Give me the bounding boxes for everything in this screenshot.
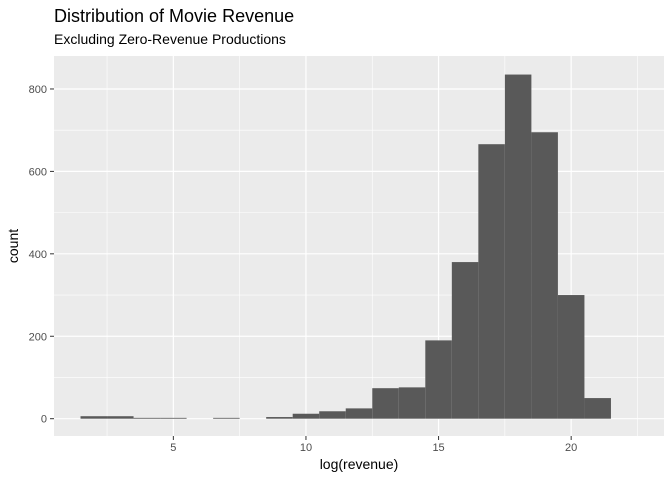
histogram-bar	[213, 417, 240, 419]
histogram-bar	[557, 295, 585, 419]
x-axis: 5 10 15 20	[170, 436, 577, 454]
histogram-bar	[266, 417, 293, 419]
histogram-bar	[160, 417, 187, 419]
y-tick-label: 600	[29, 166, 47, 178]
histogram-bar	[425, 340, 452, 419]
histogram-bars	[80, 74, 611, 419]
y-axis-title: count	[5, 229, 21, 263]
histogram-bar	[504, 74, 532, 419]
y-tick-label: 0	[41, 414, 47, 426]
y-axis: 0 200 400 600 800	[29, 84, 54, 426]
histogram-bar	[478, 144, 505, 419]
histogram-bar	[372, 388, 399, 419]
chart-subtitle: Excluding Zero-Revenue Productions	[54, 31, 286, 47]
histogram-bar	[398, 387, 426, 419]
y-tick-label: 400	[29, 249, 47, 261]
histogram-bar	[319, 411, 346, 419]
y-tick-label: 800	[29, 84, 47, 96]
histogram-bar	[292, 413, 320, 419]
histogram-bar	[107, 416, 134, 419]
histogram-bar	[584, 398, 611, 419]
histogram-bar	[133, 417, 161, 419]
histogram-bar	[451, 262, 479, 419]
x-tick-label: 20	[565, 442, 577, 454]
histogram-bar	[80, 416, 108, 419]
x-tick-label: 15	[432, 442, 444, 454]
x-tick-label: 5	[170, 442, 176, 454]
grid-major	[54, 56, 664, 436]
chart-title: Distribution of Movie Revenue	[54, 6, 294, 26]
x-axis-title: log(revenue)	[320, 456, 399, 472]
histogram-bar	[531, 132, 558, 419]
y-tick-label: 200	[29, 331, 47, 343]
histogram-bar	[345, 408, 373, 419]
x-tick-label: 10	[300, 442, 312, 454]
